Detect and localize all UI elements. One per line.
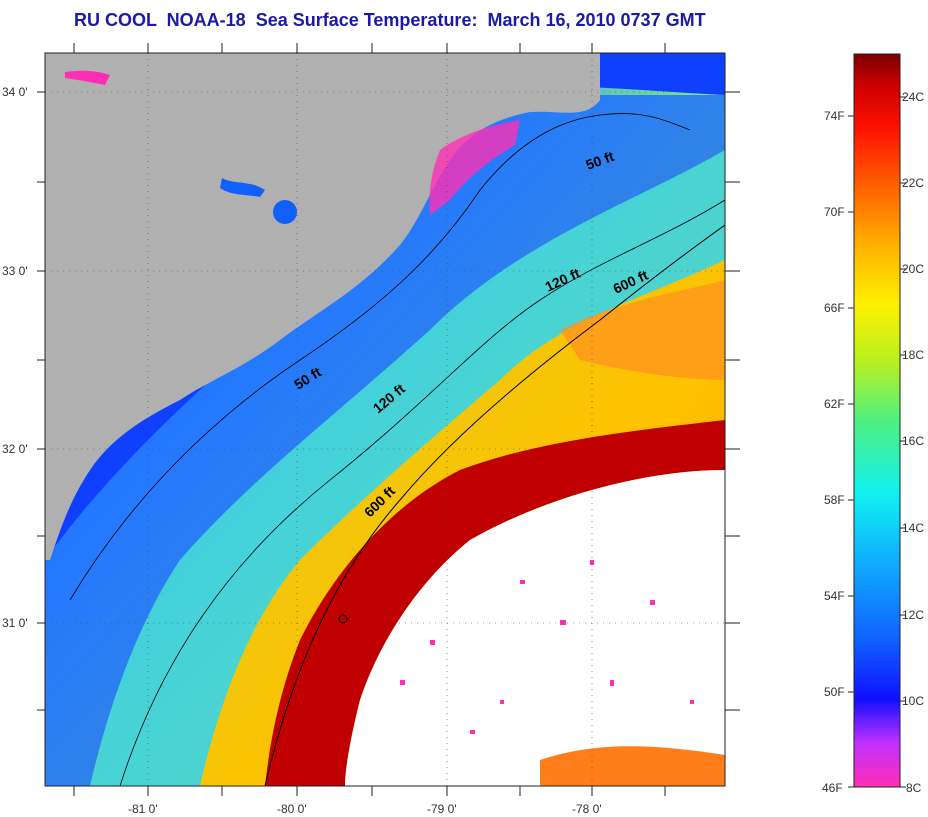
page-title: RU COOL NOAA-18 Sea Surface Temperature:… — [74, 10, 706, 30]
inland-river — [220, 178, 265, 197]
lon-label-78: -78 0' — [572, 802, 602, 816]
colorbar-f-label: 46F — [822, 781, 843, 795]
gulf-stream — [265, 420, 725, 786]
colorbar-c-label: 16C — [902, 434, 924, 448]
colorbar-f-label: 50F — [824, 685, 845, 699]
lon-label-79: -79 0' — [427, 802, 457, 816]
colorbar-c-label: 12C — [902, 608, 924, 622]
warm-eddy — [560, 280, 725, 380]
warm-shelf-water — [200, 260, 725, 786]
lat-label-33: 33 0' — [2, 264, 28, 278]
isobath-600ft — [264, 224, 725, 786]
map-frame — [44, 52, 726, 787]
lat-label-32: 32 0' — [2, 442, 28, 456]
land — [45, 53, 600, 560]
inland-lake — [273, 200, 297, 224]
lon-label-80: -80 0' — [277, 802, 307, 816]
isobath-50ft — [69, 113, 691, 601]
colorbar-scale — [853, 53, 901, 788]
colorbar-c-label: 8C — [906, 781, 922, 795]
lon-label-81: -81 0' — [128, 802, 158, 816]
colorbar-f-label: 74F — [824, 109, 845, 123]
colorbar-c-label: 10C — [902, 694, 924, 708]
lat-label-31: 31 0' — [2, 616, 28, 630]
colorbar-f-ticks — [848, 115, 854, 788]
axis-ticks — [37, 43, 740, 796]
colorbar-f-label: 58F — [824, 493, 845, 507]
isobath-120ft — [119, 199, 725, 786]
colorbar-f-label: 66F — [824, 301, 845, 315]
colorbar-c-label: 24C — [902, 90, 924, 104]
colorbar-c-label: 20C — [902, 262, 924, 276]
cloud-cover — [345, 470, 725, 786]
isobath-600ft-closed — [338, 614, 348, 624]
colorbar-c-ticks — [900, 96, 906, 788]
graticule — [45, 53, 725, 786]
temperature-colorbar: 74F 70F 66F 62F 58F 54F 50F 46F 24C 22C … — [822, 53, 924, 795]
colorbar-c-label: 22C — [902, 176, 924, 190]
colorbar-f-label: 54F — [824, 589, 845, 603]
cold-anomaly — [429, 120, 520, 215]
colorbar-f-label: 70F — [824, 205, 845, 219]
cloud-noise — [400, 560, 694, 734]
colorbar-c-label: 18C — [902, 348, 924, 362]
colorbar-c-label: 14C — [902, 521, 924, 535]
lat-label-34: 34 0' — [2, 85, 28, 99]
colorbar-f-label: 62F — [824, 397, 845, 411]
mid-shelf-water — [90, 150, 725, 786]
inland-pond — [65, 70, 110, 85]
warm-patch — [540, 746, 725, 786]
